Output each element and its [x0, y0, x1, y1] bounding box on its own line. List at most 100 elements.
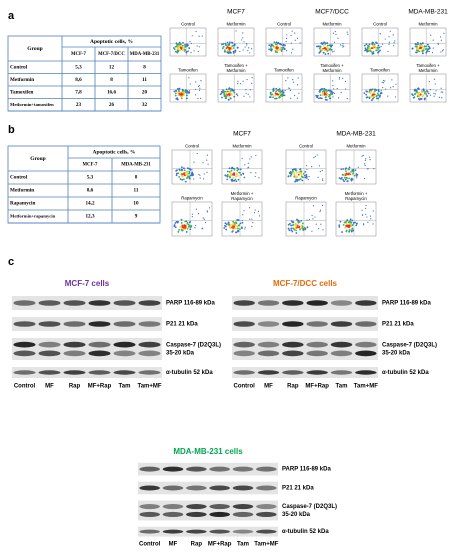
- blot-title: MCF-7 cells: [65, 279, 110, 288]
- plot-dot: [181, 173, 183, 175]
- plot-dot: [175, 174, 178, 177]
- plot-dot: [222, 89, 225, 92]
- blot-band: [13, 341, 36, 348]
- plot-label: Control: [277, 22, 291, 27]
- plot-dot: [234, 50, 237, 53]
- plot-dot: [393, 42, 395, 44]
- plot-dot: [342, 43, 344, 45]
- table-cell: 16,6: [107, 89, 116, 95]
- plot-dot: [236, 169, 239, 172]
- plot-dot: [294, 180, 296, 183]
- plot-dot: [302, 172, 305, 175]
- plot-dot: [370, 47, 373, 50]
- table-header: Group: [27, 46, 43, 52]
- plot-dot: [241, 221, 244, 224]
- plot-dot: [226, 95, 229, 98]
- lane-label: Rap: [287, 384, 299, 390]
- plot-dot: [354, 169, 357, 172]
- plot-dot: [384, 80, 386, 82]
- plot-dot: [294, 32, 296, 34]
- table-cell: 11: [142, 77, 147, 83]
- band-label: 35-20 kDa: [166, 351, 195, 357]
- plot-dot: [323, 41, 326, 44]
- plot-dot: [332, 91, 334, 94]
- plot-dot: [242, 37, 244, 39]
- plot-dot: [342, 168, 345, 170]
- plot-dot: [426, 90, 429, 93]
- plot-frame: [171, 149, 213, 185]
- plot-dot: [324, 96, 327, 99]
- plot-dot: [243, 41, 245, 43]
- plot-dot: [326, 44, 329, 47]
- plot-dot: [331, 93, 333, 96]
- plot-dot: [378, 46, 381, 49]
- plot-dot: [274, 46, 277, 48]
- blot-band: [256, 529, 277, 534]
- plot-dot: [272, 89, 275, 92]
- plot-dot: [318, 97, 320, 100]
- plot-dot: [178, 176, 181, 178]
- plot-dot: [306, 219, 308, 221]
- plot-dot: [238, 228, 241, 231]
- blot-band: [232, 511, 254, 518]
- plot-dot: [330, 91, 333, 94]
- plot-dot: [174, 226, 177, 229]
- plot-dot: [382, 80, 385, 82]
- plot-dot: [372, 41, 374, 44]
- plot-dot: [230, 48, 233, 50]
- plot-dot: [223, 90, 226, 93]
- plot-dot: [343, 45, 345, 47]
- plot-dot: [183, 167, 185, 170]
- plot-dot: [345, 176, 348, 179]
- plot-dot: [224, 97, 227, 99]
- plot-dot: [197, 85, 200, 88]
- plot-dot: [239, 222, 242, 225]
- plot-dot: [433, 92, 435, 94]
- plot-dot: [313, 157, 315, 159]
- plot-dot: [392, 34, 394, 36]
- plot-dot: [204, 221, 207, 224]
- blot-band: [355, 321, 377, 327]
- plot-dot: [311, 230, 313, 232]
- plot-dot: [299, 42, 301, 44]
- plot-dot: [299, 168, 302, 170]
- blot-band: [256, 485, 277, 491]
- plot-dot: [443, 32, 445, 34]
- plot-dot: [179, 226, 182, 228]
- blot-band: [113, 321, 136, 327]
- plot-dot: [372, 45, 375, 48]
- plot-dot: [388, 43, 390, 45]
- plot-dot: [319, 45, 322, 48]
- plot-dot: [224, 174, 227, 177]
- plot-dot: [183, 172, 185, 175]
- lane-label: Rap: [191, 541, 203, 547]
- plot-dot: [227, 98, 230, 101]
- blot-band: [233, 300, 255, 306]
- plot-dot: [187, 175, 189, 178]
- blot-band: [162, 511, 184, 518]
- blot-band: [282, 321, 304, 327]
- blot-band: [88, 300, 111, 306]
- plot-dot: [287, 223, 290, 226]
- plot-dot: [379, 49, 381, 52]
- plot-dot: [417, 48, 420, 51]
- plot-dot: [372, 210, 374, 212]
- plot-dot: [226, 90, 229, 93]
- blot-band: [233, 341, 255, 348]
- plot-dot: [285, 40, 287, 43]
- plot-dot: [305, 173, 308, 176]
- blot-band: [257, 350, 280, 357]
- plot-dot: [223, 93, 226, 96]
- plot-dot: [423, 98, 426, 100]
- column-header: MCF-7: [71, 52, 87, 57]
- plot-dot: [350, 229, 353, 232]
- plot-dot: [226, 178, 229, 181]
- blot-band: [355, 370, 377, 375]
- plot-dot: [320, 48, 323, 51]
- plot-dot: [385, 88, 387, 90]
- plot-dot: [189, 224, 191, 227]
- plot-dot: [370, 99, 373, 102]
- plot-dot: [226, 41, 229, 44]
- plot-dot: [189, 83, 191, 85]
- plot-dot: [225, 44, 228, 47]
